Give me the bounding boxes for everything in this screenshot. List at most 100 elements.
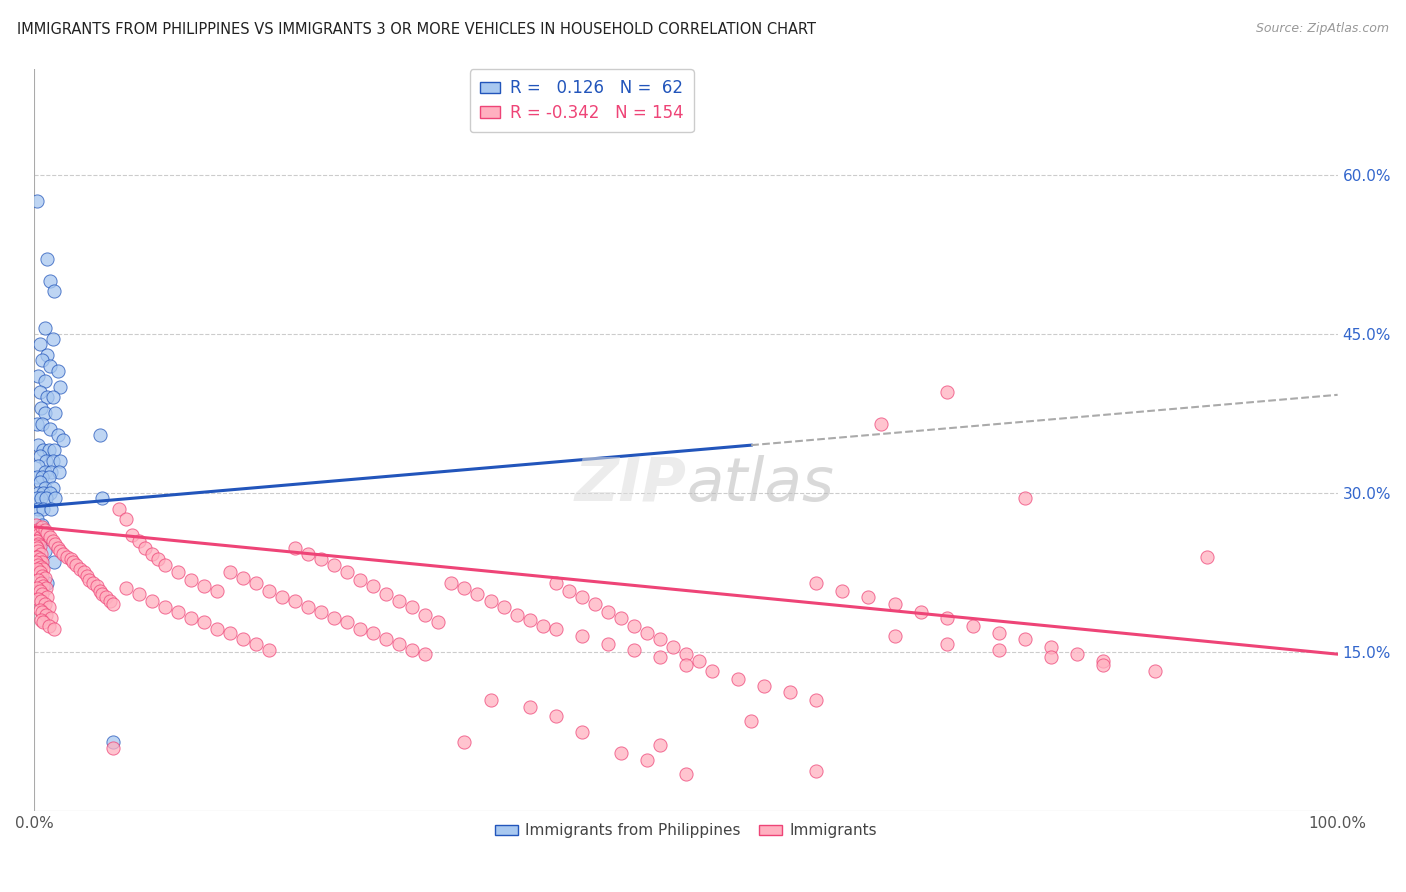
Point xyxy=(42,622,65,636)
Point xyxy=(73,566,96,580)
Point xyxy=(935,636,957,650)
Point xyxy=(28,539,51,553)
Point xyxy=(25,562,48,576)
Point xyxy=(30,576,52,591)
Point xyxy=(35,454,58,468)
Point xyxy=(401,600,423,615)
Point xyxy=(218,566,240,580)
Point xyxy=(42,285,65,299)
Point xyxy=(479,693,502,707)
Point xyxy=(361,626,384,640)
Point xyxy=(361,579,384,593)
Point xyxy=(30,491,52,506)
Point xyxy=(91,587,114,601)
Point xyxy=(148,551,170,566)
Point xyxy=(38,618,60,632)
Point xyxy=(46,427,69,442)
Point xyxy=(987,643,1010,657)
Point xyxy=(610,746,633,760)
Point xyxy=(571,724,593,739)
Point xyxy=(37,590,59,604)
Point xyxy=(740,714,762,728)
Point xyxy=(675,657,697,672)
Point xyxy=(128,587,150,601)
Point xyxy=(27,592,49,607)
Point xyxy=(870,417,893,431)
Point xyxy=(49,544,72,558)
Point xyxy=(257,643,280,657)
Point xyxy=(34,321,56,335)
Point xyxy=(114,512,136,526)
Point xyxy=(89,583,111,598)
Legend: Immigrants from Philippines, Immigrants: Immigrants from Philippines, Immigrants xyxy=(489,817,883,845)
Point xyxy=(245,636,267,650)
Point xyxy=(141,548,163,562)
Point xyxy=(205,622,228,636)
Point xyxy=(648,632,671,647)
Text: atlas: atlas xyxy=(686,455,834,514)
Point xyxy=(245,576,267,591)
Point xyxy=(27,528,49,542)
Point xyxy=(28,385,51,400)
Point xyxy=(25,491,48,506)
Point xyxy=(31,470,53,484)
Point xyxy=(544,576,567,591)
Point xyxy=(28,531,51,545)
Point xyxy=(648,650,671,665)
Point xyxy=(1039,650,1062,665)
Point xyxy=(754,679,776,693)
Point xyxy=(25,533,48,548)
Point xyxy=(59,551,82,566)
Point xyxy=(636,626,658,640)
Point xyxy=(375,632,398,647)
Point xyxy=(962,618,984,632)
Point xyxy=(349,622,371,636)
Point xyxy=(25,470,48,484)
Point xyxy=(27,459,49,474)
Point xyxy=(388,636,411,650)
Point xyxy=(648,739,671,753)
Point xyxy=(688,654,710,668)
Point xyxy=(39,611,62,625)
Point xyxy=(180,573,202,587)
Point xyxy=(34,465,56,479)
Point xyxy=(309,605,332,619)
Point xyxy=(37,348,59,362)
Point xyxy=(31,605,53,619)
Point xyxy=(271,590,294,604)
Point xyxy=(257,583,280,598)
Point xyxy=(49,454,72,468)
Point xyxy=(34,544,56,558)
Point xyxy=(571,629,593,643)
Point xyxy=(193,615,215,630)
Point xyxy=(98,594,121,608)
Point xyxy=(28,533,51,548)
Point xyxy=(24,549,46,564)
Point xyxy=(297,548,319,562)
Point xyxy=(193,579,215,593)
Point xyxy=(39,274,62,288)
Point xyxy=(34,571,56,585)
Point xyxy=(415,607,437,622)
Point xyxy=(1066,647,1088,661)
Point xyxy=(28,551,51,566)
Point xyxy=(28,583,51,598)
Point xyxy=(544,622,567,636)
Point xyxy=(44,406,66,420)
Point xyxy=(32,486,55,500)
Point xyxy=(779,685,801,699)
Point xyxy=(28,337,51,351)
Point xyxy=(806,764,828,778)
Point xyxy=(323,611,346,625)
Point xyxy=(467,587,489,601)
Point xyxy=(27,369,49,384)
Point xyxy=(30,594,52,608)
Point xyxy=(25,541,48,555)
Point xyxy=(101,735,124,749)
Point xyxy=(806,576,828,591)
Point xyxy=(30,613,52,627)
Point xyxy=(39,465,62,479)
Point xyxy=(44,491,66,506)
Point xyxy=(232,571,254,585)
Point xyxy=(349,573,371,587)
